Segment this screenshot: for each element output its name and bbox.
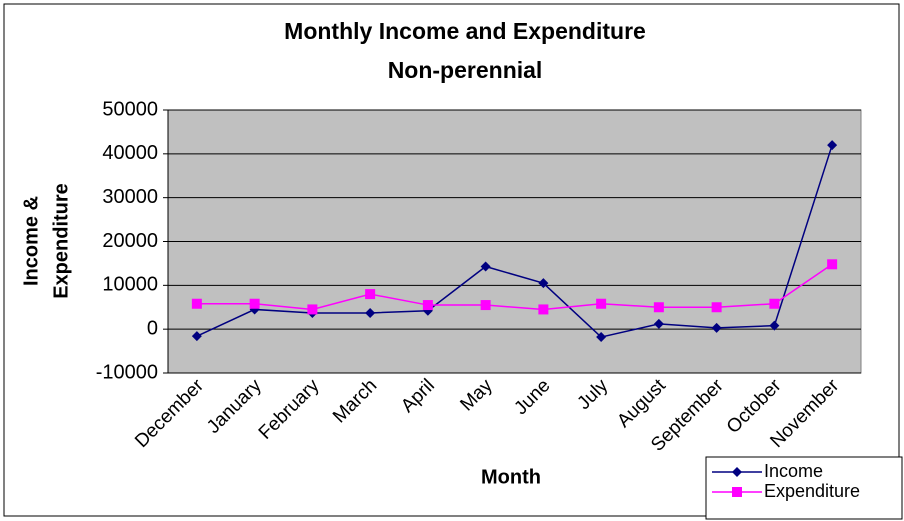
point xyxy=(365,307,376,318)
point xyxy=(191,331,202,342)
series-line xyxy=(196,144,833,338)
point xyxy=(596,332,607,343)
point xyxy=(422,300,433,311)
point xyxy=(480,261,491,272)
legend-marker xyxy=(732,487,742,497)
legend-label: Income xyxy=(764,461,823,481)
chart-subtitle: Non-perennial xyxy=(388,57,543,83)
y-tick-label: 30000 xyxy=(102,186,158,208)
point xyxy=(653,318,664,329)
point xyxy=(596,298,607,309)
point xyxy=(827,259,838,270)
point xyxy=(827,140,838,151)
point xyxy=(653,302,664,313)
y-tick-label: 0 xyxy=(147,317,158,339)
chart-title: Monthly Income and Expenditure xyxy=(284,18,646,44)
y-tick-label: -10000 xyxy=(96,361,158,383)
point xyxy=(711,302,722,313)
point xyxy=(191,298,202,309)
y-tick-label: 50000 xyxy=(102,98,158,120)
series-line xyxy=(196,263,833,311)
point xyxy=(711,322,722,333)
point xyxy=(249,298,260,309)
y-tick-label: 10000 xyxy=(102,274,158,296)
legend-marker xyxy=(732,467,742,477)
legend-label: Expenditure xyxy=(764,481,860,501)
y-tick-label: 40000 xyxy=(102,142,158,164)
y-axis-label-line: Expenditure xyxy=(50,183,72,299)
x-axis-label: Month xyxy=(481,466,541,488)
point xyxy=(769,320,780,331)
point xyxy=(538,278,549,289)
point xyxy=(307,304,318,315)
point xyxy=(538,304,549,315)
point xyxy=(769,298,780,309)
y-axis-label: Income & Expenditure xyxy=(20,183,72,299)
y-axis-label-line: Income & xyxy=(20,196,42,286)
point xyxy=(480,300,491,311)
y-tick-label: 20000 xyxy=(102,230,158,252)
point xyxy=(365,289,376,300)
